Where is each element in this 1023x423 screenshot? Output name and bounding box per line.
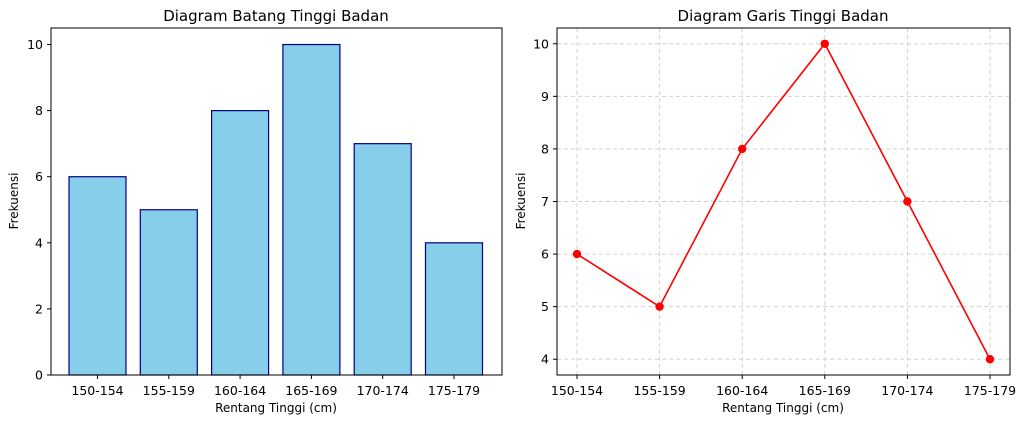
bar <box>68 176 127 376</box>
line-chart-title: Diagram Garis Tinggi Badan <box>678 7 889 25</box>
y-tick-label: 9 <box>541 89 549 104</box>
x-tick-label: 165-169 <box>285 383 337 398</box>
bar-chart-title: Diagram Batang Tinggi Badan <box>163 7 389 25</box>
series-line <box>576 42 991 360</box>
x-tick-label: 160-164 <box>716 383 768 398</box>
x-tick-label: 165-169 <box>799 383 851 398</box>
x-tick-label: 150-154 <box>551 383 603 398</box>
line-chart-panel: Diagram Garis Tinggi Badan 150-154 155-15… <box>514 7 1016 415</box>
y-tick-label: 10 <box>533 36 549 51</box>
x-tick-label: 170-174 <box>357 383 409 398</box>
bar-x-axis-label: Rentang Tinggi (cm) <box>215 401 337 415</box>
data-point <box>985 355 995 364</box>
bar-plot-area: 150-154 155-159 160-164 165-169 170-174 175-1… <box>27 37 484 398</box>
x-tick-label: 175-179 <box>964 383 1016 398</box>
data-point <box>903 197 912 206</box>
y-tick-label: 4 <box>35 235 43 250</box>
bar <box>211 110 270 376</box>
x-tick-label: 150-154 <box>71 383 123 398</box>
y-tick-label: 2 <box>35 301 43 316</box>
data-point <box>572 249 582 259</box>
x-tick-label: 170-174 <box>881 383 933 398</box>
y-tick-label: 8 <box>35 103 43 118</box>
bar <box>353 143 412 376</box>
y-tick-label: 6 <box>541 247 549 262</box>
y-tick-label: 0 <box>35 368 43 383</box>
bar <box>282 43 341 376</box>
line-x-axis-label: Rentang Tinggi (cm) <box>722 401 844 415</box>
data-point <box>820 39 829 48</box>
x-tick-label: 160-164 <box>214 383 266 398</box>
y-tick-label: 8 <box>541 141 549 156</box>
line-plot-area: 150-154 155-159 160-164 165-169 170-174 175-1… <box>533 28 1016 398</box>
y-tick-label: 6 <box>35 169 43 184</box>
bar-chart-panel: Diagram Batang Tinggi Badan 150-154 155-1… <box>7 7 503 415</box>
y-tick-label: 4 <box>541 352 549 367</box>
y-tick-label: 10 <box>27 37 43 52</box>
y-tick-label: 5 <box>541 299 549 314</box>
bar-plot-frame <box>50 27 503 376</box>
y-tick-label: 7 <box>541 194 549 209</box>
bar <box>424 242 484 376</box>
line-plot-frame <box>556 27 1011 376</box>
x-tick-label: 155-159 <box>633 383 685 398</box>
bar <box>139 209 198 376</box>
x-tick-label: 175-179 <box>428 383 480 398</box>
bar-y-axis-label: Frekuensi <box>7 173 21 230</box>
x-tick-label: 155-159 <box>143 383 195 398</box>
data-point <box>738 144 747 154</box>
line-y-axis-label: Frekuensi <box>514 173 528 230</box>
data-point <box>655 302 664 311</box>
